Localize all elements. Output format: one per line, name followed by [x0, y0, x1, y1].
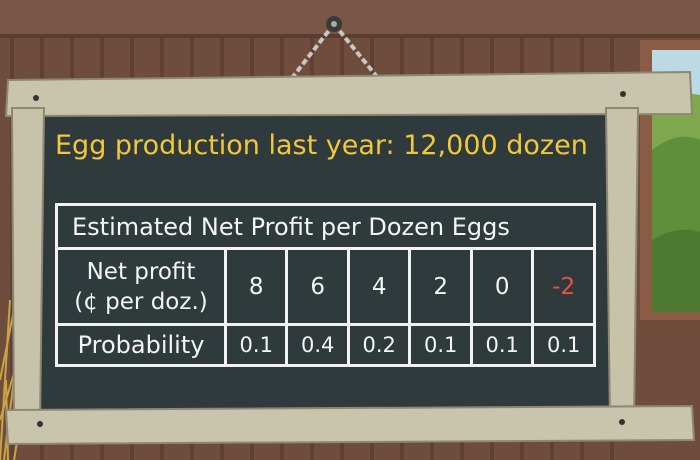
probability-cell: 0.4 [285, 323, 350, 367]
net-profit-label-line1: Net profit [86, 258, 196, 285]
profit-cell: 8 [223, 247, 289, 326]
hanging-chain [290, 22, 380, 80]
profit-cell-negative: -2 [531, 247, 596, 326]
probability-cell: 0.1 [531, 323, 596, 367]
table-title: Estimated Net Profit per Dozen Eggs [55, 203, 596, 250]
net-profit-label-line2: (¢ per doz.) [74, 288, 208, 315]
profit-cell: 2 [408, 247, 473, 326]
profit-cell: 4 [346, 247, 412, 326]
profit-cell: 0 [469, 247, 535, 326]
table-row-profit: Net profit (¢ per doz.) 8 6 4 2 0 -2 [55, 247, 596, 326]
net-profit-label: Net profit (¢ per doz.) [55, 247, 227, 326]
profit-cell: 6 [285, 247, 350, 326]
probability-cell: 0.1 [223, 323, 289, 367]
wooden-frame [4, 70, 696, 446]
probability-cell: 0.1 [469, 323, 535, 367]
profit-table: Estimated Net Profit per Dozen Eggs Net … [55, 203, 596, 367]
probability-label: Probability [55, 323, 227, 367]
probability-cell: 0.2 [346, 323, 412, 367]
probability-cell: 0.1 [408, 323, 473, 367]
egg-production-headline: Egg production last year: 12,000 dozen [55, 130, 588, 161]
table-row-probability: Probability 0.1 0.4 0.2 0.1 0.1 0.1 [55, 323, 596, 367]
